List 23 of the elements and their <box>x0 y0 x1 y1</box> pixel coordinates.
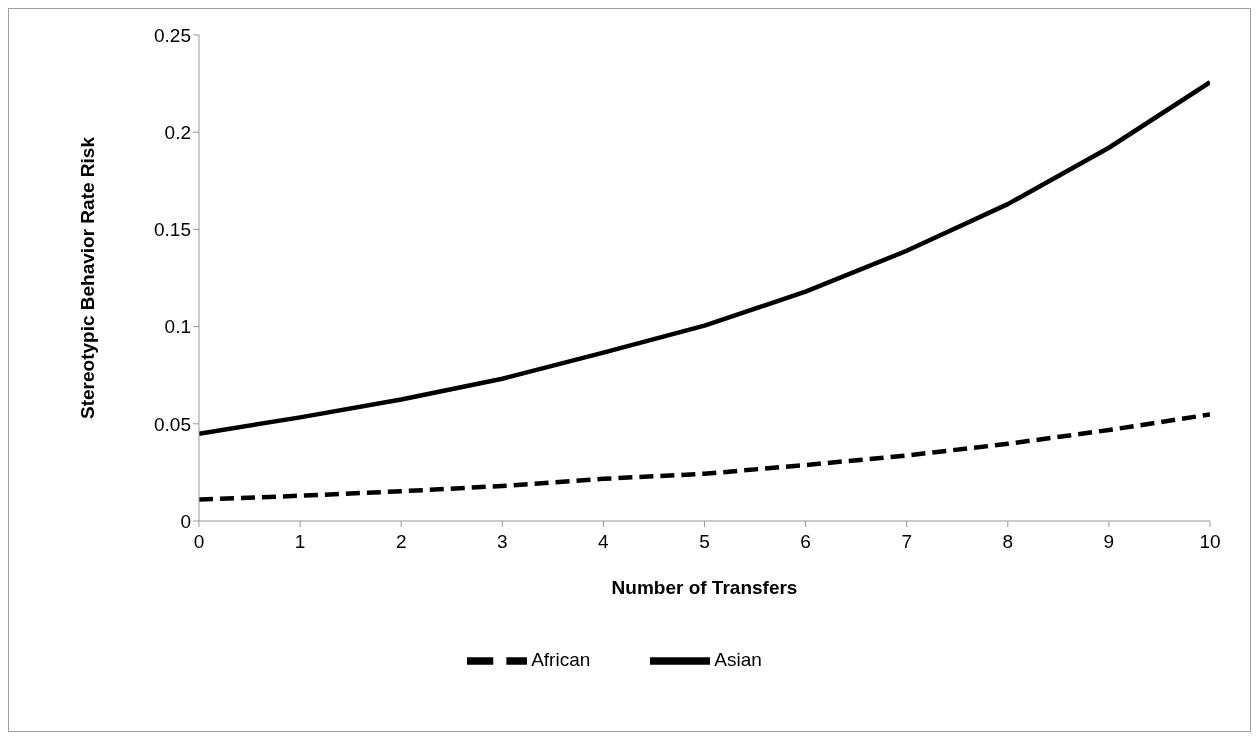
x-tick-label: 2 <box>395 531 407 553</box>
x-tick-label: 6 <box>800 531 811 553</box>
x-tick-label: 1 <box>294 531 306 553</box>
x-tick-label: 8 <box>1002 531 1014 553</box>
x-tick-label: 4 <box>598 531 610 553</box>
x-axis-title: Number of Transfers <box>611 577 798 599</box>
x-tick-label: 3 <box>497 531 508 553</box>
x-tick-label: 10 <box>1199 531 1221 553</box>
line-series <box>199 412 1210 502</box>
y-axis-title: Stereotypic Behavior Rate Risk <box>76 136 98 419</box>
legend-label: African <box>531 649 591 671</box>
x-tick-label: 7 <box>901 531 912 553</box>
x-tick-label: 5 <box>699 531 710 553</box>
y-tick-label: 0.2 <box>164 121 191 143</box>
y-tick-label: 0.1 <box>164 316 191 338</box>
line-series <box>199 79 1210 436</box>
y-tick-label: 0.25 <box>154 24 191 46</box>
y-tick-label: 0.15 <box>154 219 191 241</box>
x-tick-label: 9 <box>1103 531 1115 553</box>
y-tick-label: 0.05 <box>154 413 191 435</box>
y-tick-label: 0 <box>180 510 191 532</box>
legend-label: Asian <box>714 649 762 671</box>
x-tick-label: 0 <box>193 531 205 553</box>
